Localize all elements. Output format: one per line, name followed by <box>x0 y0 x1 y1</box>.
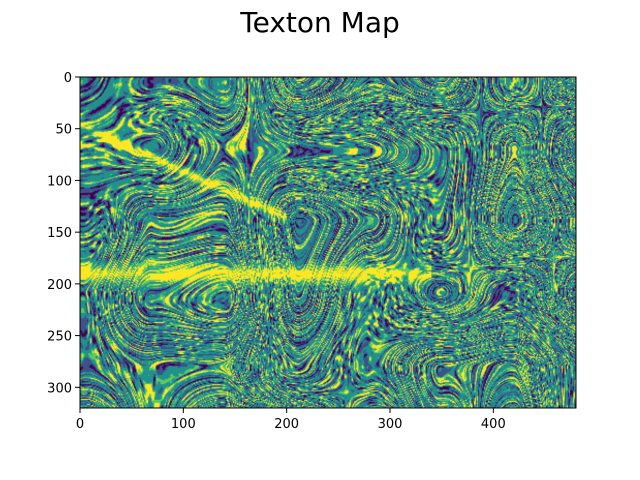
y-tick-label: 150 <box>47 226 72 241</box>
x-tick-label: 400 <box>481 417 506 432</box>
axes-frame <box>79 76 577 409</box>
chart-title: Texton Map <box>239 6 400 39</box>
y-tick-label: 250 <box>47 330 72 345</box>
y-tick-label: 200 <box>47 278 72 293</box>
plot-area <box>79 76 577 409</box>
y-tick-label: 300 <box>47 381 72 396</box>
y-tick-label: 100 <box>47 174 72 189</box>
y-axis: 0 50 100 150 200 250 300 <box>47 71 80 396</box>
texton-image <box>80 77 576 408</box>
y-tick-label: 0 <box>64 71 72 86</box>
x-axis: 0 100 200 300 400 <box>76 408 506 432</box>
x-tick-label: 300 <box>378 417 403 432</box>
y-tick-label: 50 <box>55 123 72 138</box>
x-tick-label: 100 <box>171 417 196 432</box>
texton-image-container <box>80 77 576 408</box>
x-tick-label: 200 <box>274 417 299 432</box>
x-tick-label: 0 <box>76 417 84 432</box>
